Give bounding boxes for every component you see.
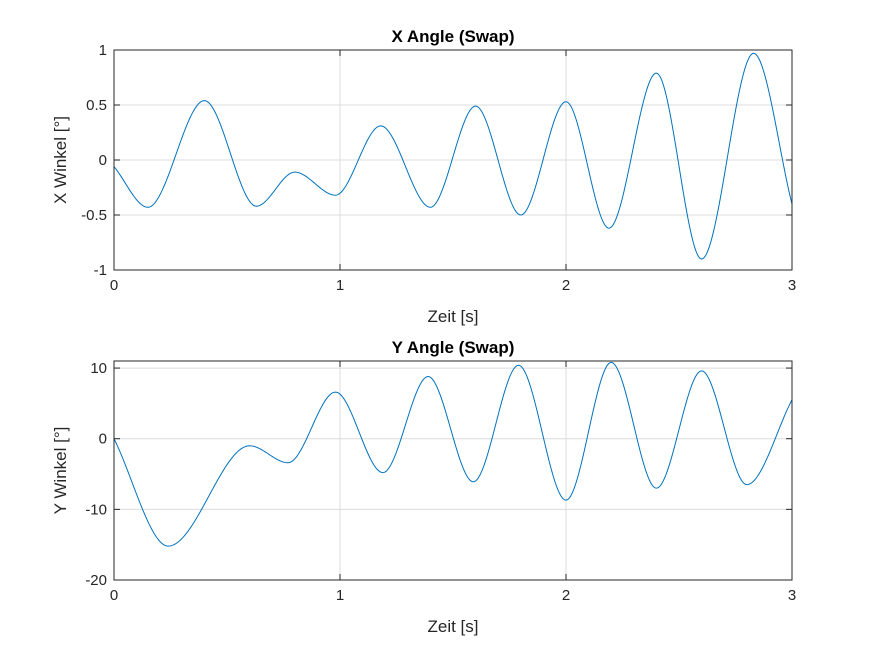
- x-angle-xtick-label-2: 2: [562, 277, 570, 294]
- y-angle-xtick-label-3: 3: [788, 587, 796, 604]
- y-angle-axes-box: [113, 360, 793, 581]
- y-angle-xlabel: Zeit [s]: [427, 617, 478, 636]
- x-angle-ylabel: X Winkel [°]: [51, 116, 70, 204]
- x-angle-xlabel: Zeit [s]: [427, 307, 478, 326]
- x-angle-series-line: [113, 52, 793, 260]
- y-angle-ylabel: Y Winkel [°]: [51, 427, 70, 515]
- x-angle-xtick-label-0: 0: [110, 277, 118, 294]
- y-angle-xtick-label-0: 0: [110, 587, 118, 604]
- x-angle-ytick-label-4: 1: [99, 42, 107, 59]
- y-angle-ytick-label-2: 0: [99, 431, 107, 448]
- x-angle-xtick-label-1: 1: [336, 277, 344, 294]
- x-angle-ytick-label-3: 0.5: [86, 97, 107, 114]
- y-angle-ticks: 0 1 2 3 -20 -10 0 10: [85, 360, 796, 604]
- x-angle-title: X Angle (Swap): [391, 27, 514, 46]
- x-angle-ytick-label-0: -1: [94, 262, 107, 279]
- y-angle-xtick-label-1: 1: [336, 587, 344, 604]
- x-angle-xtick-label-3: 3: [788, 277, 796, 294]
- x-angle-grid: [114, 50, 792, 270]
- y-angle-xtick-label-2: 2: [562, 587, 570, 604]
- y-angle-ytick-label-0: -20: [85, 572, 107, 589]
- x-angle-ytick-label-2: 0: [99, 152, 107, 169]
- x-angle-ytick-label-1: -0.5: [81, 207, 107, 224]
- x-angle-plot: 0 1 2 3-1-0.500.51 X Angle (Swap) Zeit [s] …: [51, 27, 796, 326]
- y-angle-plot: 0 1 2 3 -20 -10 0 10 Y Angle (Swap) Zeit [s] Y …: [51, 338, 796, 636]
- y-angle-ytick-label-1: -10: [85, 501, 107, 518]
- y-angle-title: Y Angle (Swap): [392, 338, 515, 357]
- x-angle-ticks: 0 1 2 3 -1 -0.5 0 0.5 1: [81, 42, 796, 294]
- y-angle-series-line: [113, 361, 793, 547]
- y-angle-ytick-label-3: 10: [90, 360, 107, 377]
